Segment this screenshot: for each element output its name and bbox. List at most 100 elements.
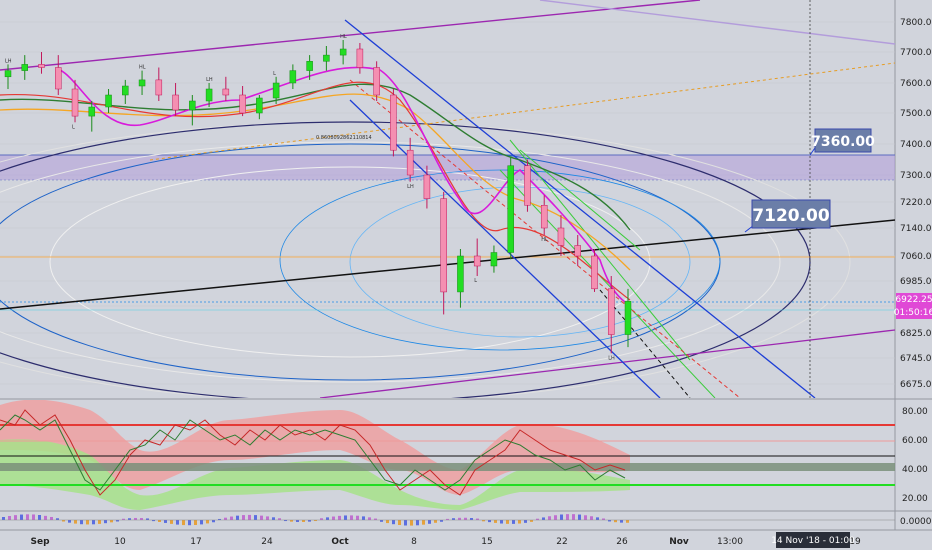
histogram-bar xyxy=(626,520,629,523)
time-axis[interactable]: Sep 10 17 24 Oct 8 15 22 26 Nov 13:00 19 xyxy=(30,537,861,547)
histogram-bar xyxy=(326,517,329,520)
histogram-pane-bg xyxy=(0,512,895,529)
osc-line-red xyxy=(0,409,626,496)
histogram-bar xyxy=(110,520,113,523)
histogram-bar xyxy=(38,514,41,520)
callout-7120[interactable]: 7120.00 xyxy=(751,199,831,229)
histogram-bar xyxy=(176,520,179,525)
candle-body xyxy=(38,64,45,68)
fib-ellipse-2 xyxy=(0,141,781,383)
channel-lower-blue xyxy=(349,99,661,398)
cursor-time-text: 14 Nov '18 - 01:00 xyxy=(771,536,855,546)
candle-body xyxy=(557,227,565,246)
candle-body xyxy=(71,88,79,117)
swing-label: L xyxy=(474,278,477,284)
candle-body xyxy=(306,61,313,71)
histogram-bar xyxy=(494,520,497,523)
osc-line-green xyxy=(0,414,626,491)
candle-body xyxy=(205,88,213,102)
candle-body xyxy=(88,106,96,117)
candle-body xyxy=(4,70,12,78)
candle-body xyxy=(272,82,280,99)
histogram-bar xyxy=(254,515,257,520)
price-tick-label: 7500.00 xyxy=(900,109,932,119)
histogram-bar xyxy=(578,514,581,520)
histogram-bar xyxy=(8,515,11,520)
histogram-bar xyxy=(608,520,611,522)
candle-body xyxy=(457,255,464,293)
histogram-bar xyxy=(500,520,503,524)
time-tick-label: 19 xyxy=(849,537,861,547)
channel-green-2 xyxy=(509,139,691,361)
histogram-bar xyxy=(488,520,491,523)
histogram-bar xyxy=(140,518,143,520)
histogram-bar xyxy=(194,520,197,525)
histogram-bar xyxy=(164,520,167,523)
candle-body xyxy=(591,255,598,290)
candle-body xyxy=(189,100,196,111)
channel-green-3 xyxy=(519,149,641,251)
candle-body xyxy=(507,165,514,253)
histogram-bar xyxy=(314,520,317,522)
histogram-bar xyxy=(32,514,35,520)
price-tick-label: 7060.00 xyxy=(900,252,932,262)
osc-tick-label: 80.00 xyxy=(902,407,928,417)
black-dashed-trend xyxy=(599,289,691,398)
candle-body xyxy=(323,54,330,62)
fib-ellipse-7 xyxy=(349,186,691,338)
histogram-bar xyxy=(590,516,593,520)
histogram-bar xyxy=(530,520,533,522)
histogram-bar xyxy=(26,514,29,520)
histogram-bar xyxy=(536,518,539,520)
time-tick-label: Sep xyxy=(30,537,50,547)
histogram-bar xyxy=(458,517,461,520)
time-tick-label: Nov xyxy=(669,537,689,547)
current-price-badge: 6922.25 01:50:16 xyxy=(894,293,932,319)
time-tick-label: 8 xyxy=(411,537,417,547)
histogram-bar xyxy=(290,520,293,522)
hist-tick-label: 0.0000 xyxy=(900,517,932,527)
histogram-bar xyxy=(482,520,485,522)
histogram-bar xyxy=(356,515,359,520)
candle-body xyxy=(406,149,414,176)
histogram-bar xyxy=(98,520,101,524)
histogram-bar xyxy=(566,514,569,520)
histogram-bar xyxy=(134,517,137,520)
upper-purple-trend xyxy=(0,0,701,71)
histogram-bar xyxy=(440,520,443,522)
swing-label: L xyxy=(273,71,276,77)
histogram-bar xyxy=(260,515,263,520)
histogram-bar xyxy=(602,518,605,520)
candle-body xyxy=(21,64,29,71)
histogram-bar xyxy=(218,518,221,520)
histogram-bar xyxy=(44,515,47,520)
candle-body xyxy=(155,79,163,96)
histogram-bar xyxy=(560,514,563,520)
candle-body xyxy=(239,94,246,114)
callout-7360[interactable]: 7360.00 xyxy=(811,128,875,153)
lower-purple-trend xyxy=(319,329,895,398)
swing-label: LH xyxy=(407,184,414,190)
swing-label: HL xyxy=(139,65,146,71)
countdown-text: 01:50:16 xyxy=(894,308,932,318)
histogram-bar xyxy=(542,517,545,520)
histogram-bar xyxy=(170,520,173,524)
time-axis-bg xyxy=(0,530,932,550)
candle-body xyxy=(122,85,129,96)
histogram-bar xyxy=(14,515,17,520)
histogram-bar xyxy=(68,520,71,523)
histogram-bar xyxy=(56,518,59,520)
cursor-time-badge: 14 Nov '18 - 01:00 xyxy=(771,532,855,548)
ma-red xyxy=(0,81,631,301)
ma-dark-green xyxy=(0,83,631,231)
price-tick-label: 7400.00 xyxy=(900,140,932,150)
histogram-bar xyxy=(248,514,251,520)
candle-body xyxy=(222,88,230,96)
time-tick-label: 13:00 xyxy=(717,537,743,547)
histogram-bar xyxy=(470,518,473,520)
histogram-bar xyxy=(116,520,119,522)
time-tick-label: 24 xyxy=(261,537,273,547)
histogram-bar xyxy=(452,518,455,520)
histogram-bar xyxy=(434,520,437,523)
